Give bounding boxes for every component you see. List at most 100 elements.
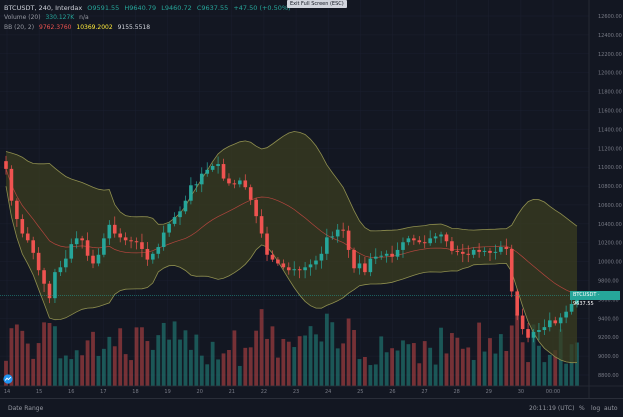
volume-bar	[42, 322, 46, 386]
volume-bar	[498, 334, 503, 386]
candle-body	[64, 258, 68, 268]
bb-label[interactable]: BB (20, 2)	[4, 24, 35, 31]
time-tick-label: 30	[518, 389, 524, 395]
time-tick-label: 25	[357, 389, 363, 395]
symbol-legend[interactable]: BTCUSDT, 240, Interdax O9591.55 H9640.79…	[4, 4, 294, 12]
time-tick-label: 24	[325, 389, 331, 395]
candle-body	[325, 237, 329, 254]
candle-body	[401, 242, 405, 250]
price-tick-label: 11400.00	[598, 127, 622, 133]
candle-body	[488, 250, 492, 253]
candle-body	[210, 165, 215, 170]
candle-body	[194, 184, 199, 186]
price-tick-label: 9400.00	[598, 316, 619, 322]
candle-body	[553, 320, 558, 324]
time-tick-label: 14	[4, 389, 10, 395]
date-range-button[interactable]: Date Range	[8, 405, 44, 412]
low-value: L9460.72	[161, 4, 192, 12]
price-tick-label: 9000.00	[598, 354, 619, 360]
time-tick-label: 23	[293, 389, 299, 395]
bb-legend[interactable]: BB (20, 2) 9762.3760 10369.2002 9155.551…	[4, 24, 153, 32]
volume-bar	[183, 330, 188, 386]
auto-toggle[interactable]: auto	[604, 405, 618, 412]
time-tick-label: 21	[229, 389, 235, 395]
time-tick-label: 17	[100, 389, 106, 395]
candle-body	[118, 233, 122, 238]
candle-body	[85, 240, 90, 256]
candle-body	[406, 238, 411, 243]
tradingview-logo-icon[interactable]	[3, 374, 13, 384]
candle-body	[281, 263, 286, 268]
candle-body	[151, 253, 155, 260]
high-value: H9640.79	[124, 4, 157, 12]
volume-bar	[352, 329, 356, 386]
volume-bar	[460, 348, 465, 386]
volume-bar	[569, 344, 574, 386]
volume-bar	[254, 330, 259, 386]
candle-body	[499, 247, 503, 252]
candle-body	[482, 250, 487, 252]
volume-bar	[335, 348, 340, 386]
candle-body	[515, 291, 519, 316]
percent-toggle[interactable]: %	[579, 405, 585, 412]
time-tick-label: 00:00	[546, 389, 560, 395]
candle-body	[477, 249, 481, 252]
price-tick-label: 10000.00	[598, 260, 622, 266]
volume-legend[interactable]: Volume (20) 330.127K n/a	[4, 14, 92, 22]
candle-body	[346, 230, 351, 250]
candle-body	[520, 315, 525, 330]
volume-bar	[96, 355, 101, 386]
time-scale: 14 15 16 17 18 19 20 21 22 23 24 25 26 27 28 29 30 00:00	[4, 389, 560, 395]
time-tick-label: 19	[164, 389, 170, 395]
candle-body	[417, 240, 422, 243]
candle-body	[542, 327, 547, 331]
candle-body	[384, 253, 389, 256]
candle-body	[189, 185, 193, 201]
volume-bar	[80, 355, 85, 386]
candle-body	[140, 242, 144, 249]
candle-body	[36, 252, 41, 271]
volume-bar	[188, 349, 193, 386]
volume-bar	[547, 354, 552, 386]
volume-bar	[324, 313, 329, 386]
candle-body	[216, 164, 220, 166]
candle-body	[395, 249, 400, 257]
volume-bar	[357, 359, 362, 386]
exit-fullscreen-tooltip: Exit Full Screen (ESC)	[287, 0, 347, 8]
volume-bar	[346, 318, 351, 386]
volume-bar	[390, 348, 395, 386]
volume-bar	[129, 360, 133, 386]
volume-bar	[25, 343, 30, 386]
volume-bar	[488, 338, 492, 386]
candle-body	[238, 180, 242, 185]
symbol-name[interactable]: BTCUSDT, 240, Interdax	[4, 4, 83, 12]
bb-upper-value: 10369.2002	[76, 24, 113, 31]
close-value: C9637.55	[196, 4, 229, 12]
candle-body	[161, 232, 166, 248]
candle-body	[493, 251, 498, 253]
volume-bar	[395, 350, 400, 386]
volume-bar	[248, 347, 253, 386]
candle-body	[412, 238, 416, 241]
price-tick-label: 11600.00	[598, 108, 622, 114]
volume-label[interactable]: Volume (20)	[4, 14, 41, 21]
price-tick-label: 8800.00	[598, 373, 619, 379]
candle-body	[308, 264, 313, 268]
candle-body	[259, 216, 264, 234]
volume-bar	[297, 336, 302, 386]
time-tick-label: 26	[389, 389, 395, 395]
utc-clock[interactable]: 20:11:19 (UTC)	[529, 405, 575, 412]
volume-bar	[515, 313, 520, 386]
volume-bar	[36, 343, 41, 386]
volume-bar	[221, 353, 226, 386]
candle-body	[390, 253, 394, 257]
time-tick-label: 18	[132, 389, 138, 395]
time-tick-label: 16	[68, 389, 74, 395]
volume-bar	[31, 358, 36, 386]
log-toggle[interactable]: log	[591, 405, 601, 412]
price-tick-label: 11200.00	[598, 146, 622, 152]
candle-body	[461, 251, 465, 254]
volume-bar	[292, 347, 297, 386]
time-tick-label: 15	[36, 389, 42, 395]
